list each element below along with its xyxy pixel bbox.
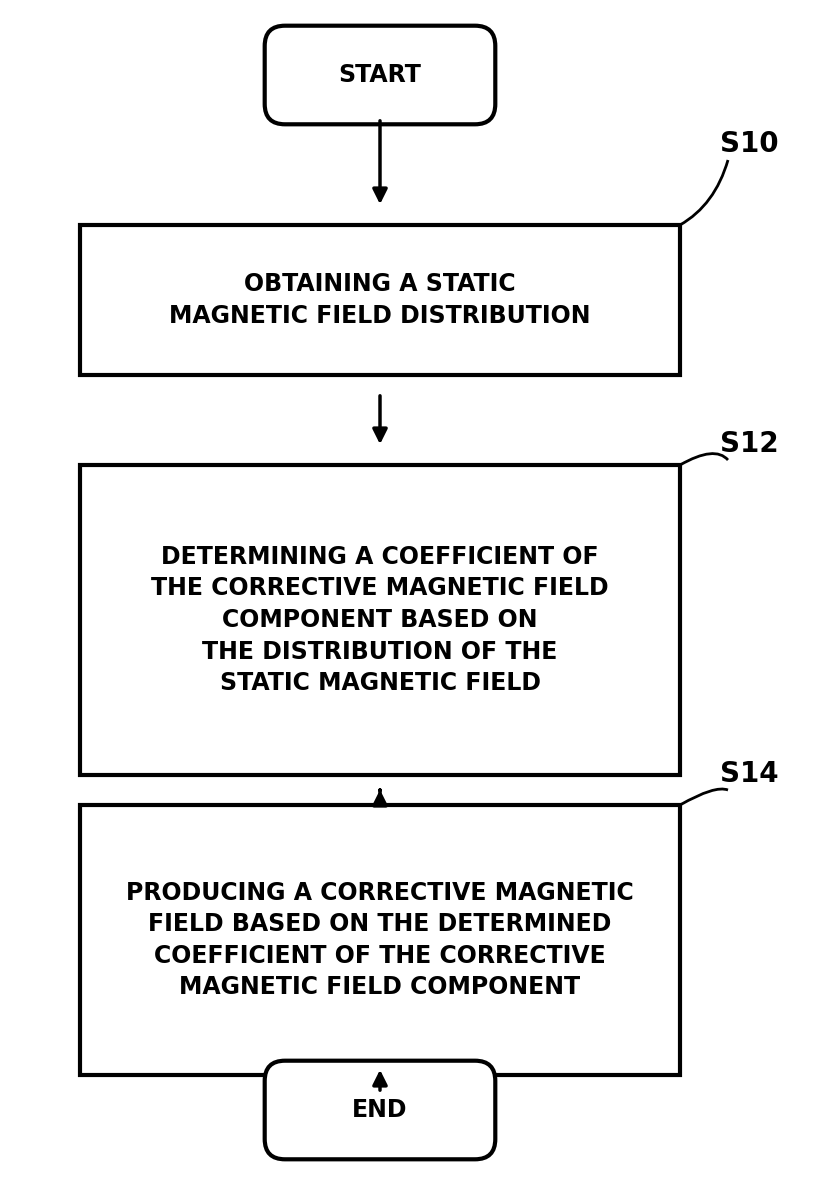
Text: PRODUCING A CORRECTIVE MAGNETIC
FIELD BASED ON THE DETERMINED
COEFFICIENT OF THE: PRODUCING A CORRECTIVE MAGNETIC FIELD BA… [126, 881, 634, 999]
Text: END: END [352, 1098, 408, 1121]
Bar [80, 465, 680, 775]
FancyBboxPatch shape [265, 26, 495, 125]
FancyBboxPatch shape [265, 1060, 495, 1159]
Text: S14: S14 [720, 760, 779, 788]
Bar [80, 225, 680, 375]
Text: S12: S12 [720, 430, 779, 458]
Text: DETERMINING A COEFFICIENT OF
THE CORRECTIVE MAGNETIC FIELD
COMPONENT BASED ON
TH: DETERMINING A COEFFICIENT OF THE CORRECT… [151, 544, 609, 695]
Text: S10: S10 [720, 130, 779, 158]
Text: START: START [339, 62, 422, 87]
Bar [80, 805, 680, 1076]
Text: OBTAINING A STATIC
MAGNETIC FIELD DISTRIBUTION: OBTAINING A STATIC MAGNETIC FIELD DISTRI… [169, 272, 591, 327]
